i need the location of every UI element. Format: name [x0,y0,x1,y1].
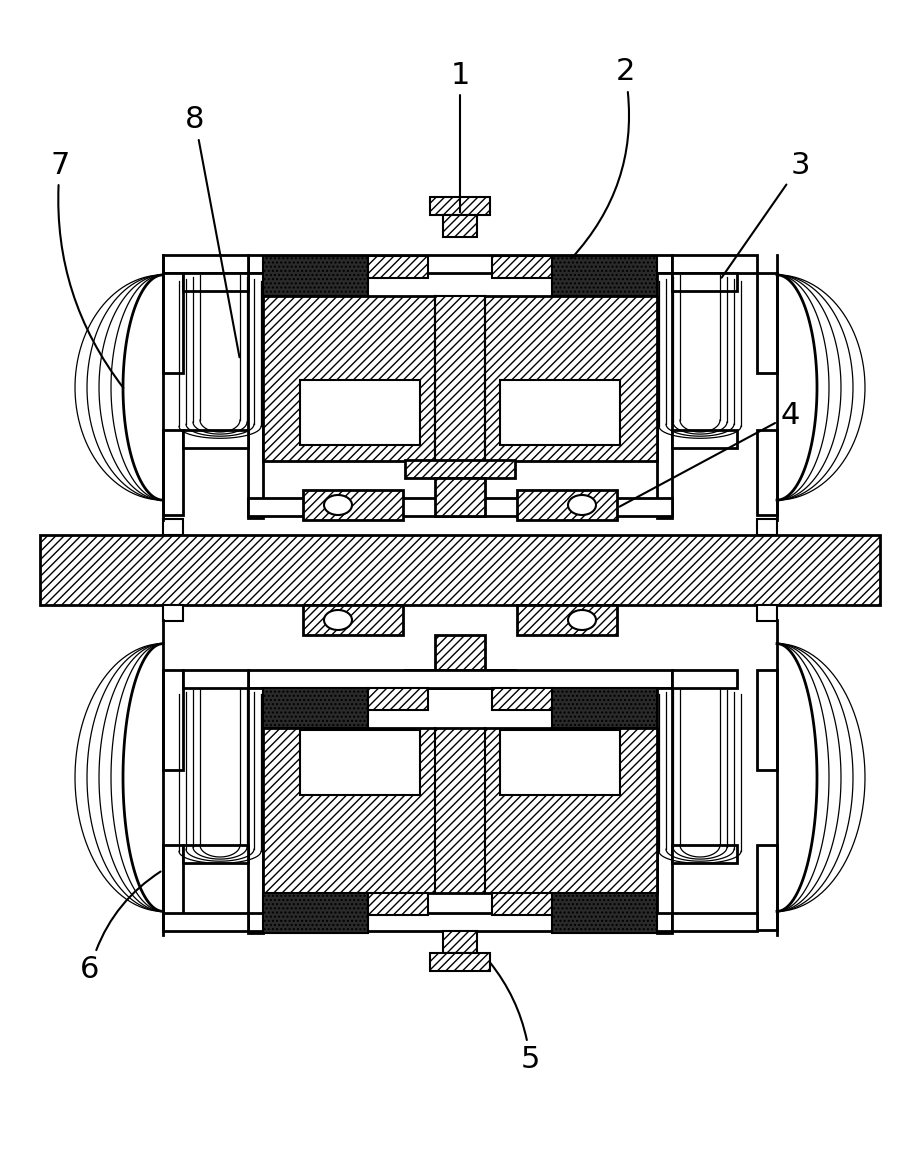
Bar [368,688,427,710]
Bar [671,913,756,931]
Bar [499,730,619,795]
Bar [435,296,484,461]
Bar [516,490,617,520]
Bar [492,256,551,278]
Bar [263,892,368,933]
Text: 8: 8 [185,105,239,357]
Text: 7: 7 [51,151,123,388]
Bar [163,845,183,930]
Bar [183,430,248,449]
Text: 5: 5 [489,962,539,1074]
Bar [499,380,619,445]
Bar [404,670,515,688]
Bar [435,635,484,670]
Bar [516,605,617,635]
Bar [248,688,263,933]
Bar [429,197,490,216]
Bar [183,274,248,291]
Bar [248,498,671,516]
Bar [368,256,427,278]
Bar [443,216,476,236]
Text: 1: 1 [449,60,470,212]
Ellipse shape [567,495,596,515]
Bar [443,931,476,953]
Bar [163,913,248,931]
Ellipse shape [323,495,352,515]
Bar [671,845,736,863]
Bar [435,478,484,516]
Ellipse shape [323,610,352,630]
Bar [756,670,777,770]
Bar [263,688,368,728]
Bar [368,892,427,914]
Bar [300,730,420,795]
Bar [671,274,736,291]
Bar [163,519,183,535]
Bar [551,688,656,728]
Bar [671,430,736,449]
Bar [248,670,671,688]
Ellipse shape [567,610,596,630]
Bar [163,255,248,274]
Bar [656,274,671,518]
Bar [40,535,879,605]
Bar [263,256,368,296]
Bar [756,274,777,373]
Bar [551,256,656,296]
Bar [263,296,656,461]
Bar [163,605,183,621]
Bar [163,430,183,515]
Bar [551,892,656,933]
Text: 6: 6 [80,872,161,984]
Bar [671,670,736,688]
Bar [248,913,671,931]
Bar [163,670,183,770]
Bar [756,519,777,535]
Bar [492,688,551,710]
Bar [183,670,248,688]
Bar [302,490,403,520]
Bar [248,255,671,274]
Bar [492,892,551,914]
Text: 2: 2 [572,58,634,258]
Bar [756,430,777,515]
Bar [300,380,420,445]
Bar [756,605,777,621]
Bar [183,845,248,863]
Bar [163,274,183,373]
Bar [248,274,263,518]
Text: 3: 3 [720,151,809,278]
Bar [671,255,756,274]
Bar [263,728,656,892]
Text: 4: 4 [618,401,799,506]
Bar [429,953,490,971]
Bar [756,845,777,930]
Bar [656,688,671,933]
Bar [302,605,403,635]
Bar [404,460,515,478]
